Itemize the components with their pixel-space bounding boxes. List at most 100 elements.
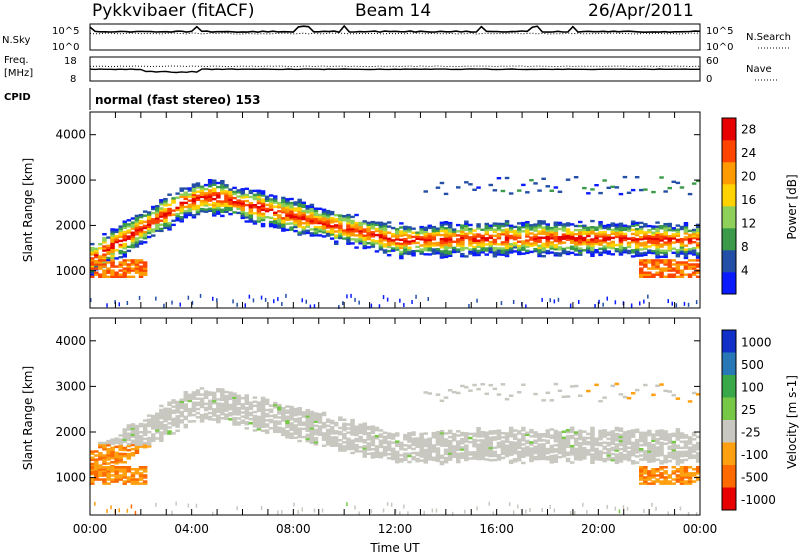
heat-cell [675, 474, 681, 477]
heat-cell [321, 214, 327, 218]
heat-cell [159, 423, 164, 426]
heat-cell [488, 444, 493, 448]
heat-cell [480, 244, 485, 248]
heat-cell [533, 445, 538, 449]
x-tick-label: 12:00 [378, 522, 413, 536]
heat-cell [614, 445, 620, 448]
heat-cell [354, 425, 359, 428]
heat-cell [403, 444, 408, 447]
heat-cell [256, 421, 262, 425]
heat-cell [480, 249, 485, 252]
heat-cell [313, 225, 319, 229]
heat-cell [423, 249, 428, 252]
heat-cell [557, 445, 563, 449]
heat-cell [602, 302, 604, 307]
heat-cell [443, 245, 449, 248]
heat-cell [191, 195, 197, 199]
heat-cell [447, 444, 453, 447]
heat-cell [325, 209, 331, 213]
heat-cell [582, 224, 587, 227]
heat-cell [675, 454, 681, 458]
heat-cell [508, 428, 514, 432]
heat-cell [602, 249, 607, 252]
heat-cell [512, 458, 518, 461]
heat-cell [285, 419, 290, 423]
heat-cell [277, 428, 282, 432]
heat-cell [382, 431, 388, 434]
heat-cell [309, 433, 315, 436]
heat-cell [403, 239, 408, 243]
heat-cell [142, 466, 148, 469]
heat-cell [460, 452, 465, 455]
heat-cell [517, 240, 522, 243]
heat-cell [301, 217, 306, 221]
heat-cell [350, 221, 355, 225]
heat-cell [122, 230, 127, 234]
heat-cell [496, 253, 502, 256]
heat-cell [512, 460, 518, 463]
heat-cell [106, 261, 111, 264]
heat-cell [695, 472, 701, 475]
heat-cell [264, 203, 270, 207]
heat-cell [118, 256, 123, 259]
heat-cell [146, 229, 152, 233]
heat-cell [578, 446, 583, 449]
heat-cell [435, 439, 441, 442]
heat-cell [622, 234, 628, 238]
heat-cell [203, 210, 209, 213]
heat-cell [634, 234, 640, 237]
heat-cell [232, 205, 237, 208]
heat-cell [362, 424, 367, 427]
heat-cell [395, 238, 400, 241]
heat-cell [691, 249, 697, 252]
heat-cell [321, 227, 327, 230]
heat-cell [586, 192, 591, 195]
heat-cell [533, 229, 538, 232]
heat-cell [500, 301, 503, 306]
heat-cell [325, 230, 331, 233]
heat-cell [675, 456, 681, 460]
heat-cell [679, 434, 685, 437]
heat-cell [634, 221, 640, 225]
heat-cell [639, 478, 644, 481]
heat-cell [541, 230, 546, 233]
heat-cell [329, 421, 335, 425]
heat-cell [130, 454, 136, 457]
heat-cell [541, 508, 543, 513]
heat-cell [146, 443, 152, 446]
heat-cell [175, 408, 180, 412]
heat-cell [537, 447, 542, 450]
heat-cell [313, 230, 319, 233]
heat-cell [565, 431, 571, 434]
heat-cell [582, 228, 587, 231]
heat-cell [98, 275, 103, 278]
heat-cell [594, 449, 599, 453]
heat-cell [240, 192, 245, 195]
heat-cell [207, 401, 213, 405]
heat-cell [338, 232, 343, 236]
heat-cell [618, 251, 624, 254]
heat-cell [260, 192, 266, 195]
heat-cell [232, 196, 237, 200]
heat-cell [94, 261, 99, 264]
heat-cell [342, 428, 347, 432]
heat-cell [610, 430, 615, 433]
heat-cell [151, 435, 156, 438]
heat-cell [679, 476, 685, 479]
x-tick-label: 00:00 [73, 522, 108, 536]
heat-cell [130, 239, 136, 243]
heat-cell [431, 433, 437, 437]
heat-cell [610, 458, 615, 462]
heat-cell [525, 439, 530, 443]
heat-cell [598, 429, 603, 433]
heat-cell [427, 445, 432, 449]
heat-cell [598, 247, 603, 250]
heat-cell [488, 234, 493, 238]
heat-cell [207, 185, 213, 188]
heat-cell [130, 227, 136, 230]
heat-cell [435, 435, 441, 438]
heat-cell [508, 230, 514, 234]
heat-cell [309, 429, 315, 432]
heat-cell [199, 210, 205, 213]
heat-cell [317, 228, 323, 231]
